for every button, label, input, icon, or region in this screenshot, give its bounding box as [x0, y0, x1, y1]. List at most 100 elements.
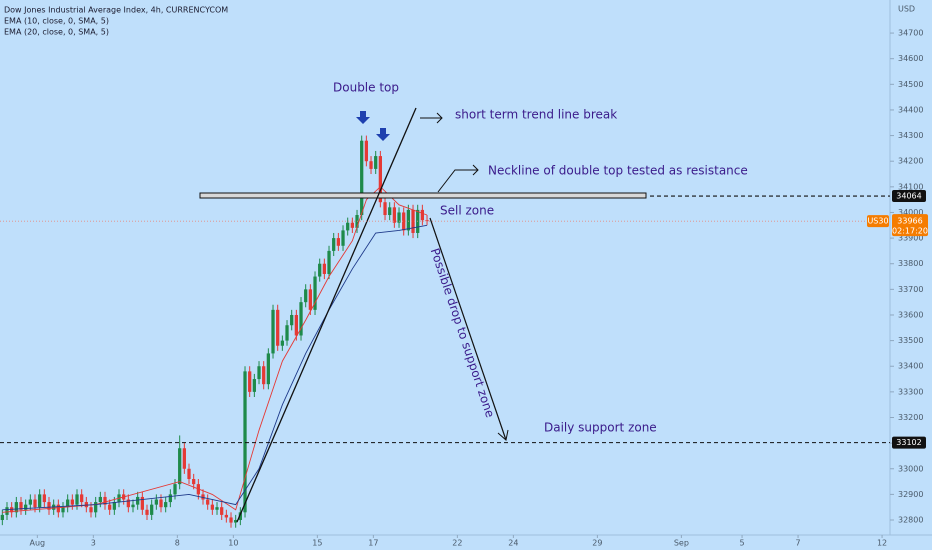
candle-body	[201, 494, 205, 500]
candle-body	[150, 504, 154, 515]
candle-body	[388, 207, 392, 216]
x-tick-label: Sep	[674, 539, 689, 548]
candle-body	[108, 504, 112, 510]
y-tick-label: 33300	[898, 387, 923, 396]
candle-body	[112, 502, 116, 510]
candle-body	[304, 289, 308, 303]
y-tick-label: 33400	[898, 362, 923, 371]
candle-body	[411, 209, 415, 233]
candle-body	[374, 156, 378, 169]
y-tick-label: 34100	[898, 182, 923, 191]
y-tick-label: 34300	[898, 131, 923, 140]
candle-body	[38, 494, 42, 508]
candle-body	[294, 314, 298, 336]
candle-body	[33, 499, 37, 508]
candle-body	[318, 263, 322, 277]
annotation: Sell zone	[440, 204, 494, 218]
candle-body	[299, 302, 303, 336]
level-label: 33102	[896, 438, 921, 447]
y-tick-label: 33200	[898, 413, 923, 422]
candle-body	[406, 209, 410, 231]
candle-body	[322, 263, 326, 274]
candle-body	[383, 202, 387, 216]
candle-body	[5, 507, 9, 515]
ema-line	[2, 186, 428, 513]
y-tick-label: 32900	[898, 490, 923, 499]
y-tick-label: 33500	[898, 336, 923, 345]
candle-body	[234, 520, 238, 523]
candle-body	[168, 494, 172, 503]
candle-body	[252, 379, 256, 392]
candle-body	[276, 309, 280, 346]
level-label: 34064	[896, 192, 921, 201]
candle-body	[164, 502, 168, 508]
candle-body	[327, 250, 331, 274]
top-marker	[376, 128, 390, 141]
y-tick-label: 33600	[898, 310, 923, 319]
y-tick-label: 33700	[898, 285, 923, 294]
candle-body	[243, 371, 247, 513]
candle-body	[61, 507, 65, 513]
candle-body	[84, 502, 88, 508]
price-tag	[892, 214, 928, 237]
annotation: Neckline of double top tested as resista…	[488, 164, 748, 178]
candle-body	[248, 371, 252, 392]
ema-line	[2, 224, 428, 511]
x-tick-label: 10	[228, 539, 238, 548]
candle-body	[369, 161, 373, 169]
x-tick-label: 7	[796, 539, 801, 548]
candle-body	[10, 507, 14, 513]
candle-body	[154, 499, 158, 505]
indicator-legend: EMA (20, close, 0, SMA, 5)	[4, 28, 109, 37]
candle-body	[285, 325, 289, 341]
candle-body	[364, 140, 368, 162]
candle-body	[19, 502, 23, 510]
y-tick-label: 33800	[898, 259, 923, 268]
candle-body	[89, 507, 93, 513]
candle-body	[262, 366, 266, 385]
neckline-arrowhead	[472, 164, 479, 176]
candle-body	[14, 502, 18, 513]
candle-body	[402, 212, 406, 231]
y-tick-label: 33000	[898, 464, 923, 473]
candle-body	[308, 289, 312, 310]
candle-body	[28, 499, 32, 505]
candle-body	[392, 207, 396, 223]
neckline-zone	[199, 192, 647, 199]
candle-body	[420, 209, 424, 221]
candle-body	[140, 496, 144, 510]
x-tick-label: Aug	[30, 539, 46, 548]
candle-body	[313, 276, 317, 310]
annotation: Daily support zone	[544, 421, 657, 435]
x-tick-label: 3	[91, 539, 96, 548]
candle-body	[336, 238, 340, 246]
top-marker	[356, 111, 370, 124]
trend-break-arrowhead	[436, 112, 443, 124]
symbol-label: US30	[867, 217, 888, 226]
candle-body	[238, 512, 242, 521]
y-tick-label: 34500	[898, 80, 923, 89]
level-tag	[892, 436, 926, 449]
candle-body	[56, 504, 60, 513]
candle-body	[271, 309, 275, 354]
candle-body	[341, 230, 345, 246]
candle-body	[290, 314, 294, 326]
x-tick-label: 17	[368, 539, 378, 548]
candle-body	[332, 238, 336, 251]
y-tick-label: 32800	[898, 516, 923, 525]
candle-body	[47, 502, 51, 510]
candle-body	[187, 468, 191, 480]
candle-body	[75, 494, 79, 505]
candle-body	[280, 340, 284, 346]
candle-body	[98, 496, 102, 503]
candle-body	[178, 448, 182, 485]
candle-body	[360, 140, 364, 216]
candle-body	[131, 504, 135, 508]
candle-body	[173, 484, 177, 495]
x-tick-label: 29	[592, 539, 602, 548]
price-label: 33966	[897, 217, 922, 226]
candle-body	[0, 514, 4, 521]
neckline-arrow	[437, 169, 478, 193]
candle-body	[94, 502, 98, 513]
